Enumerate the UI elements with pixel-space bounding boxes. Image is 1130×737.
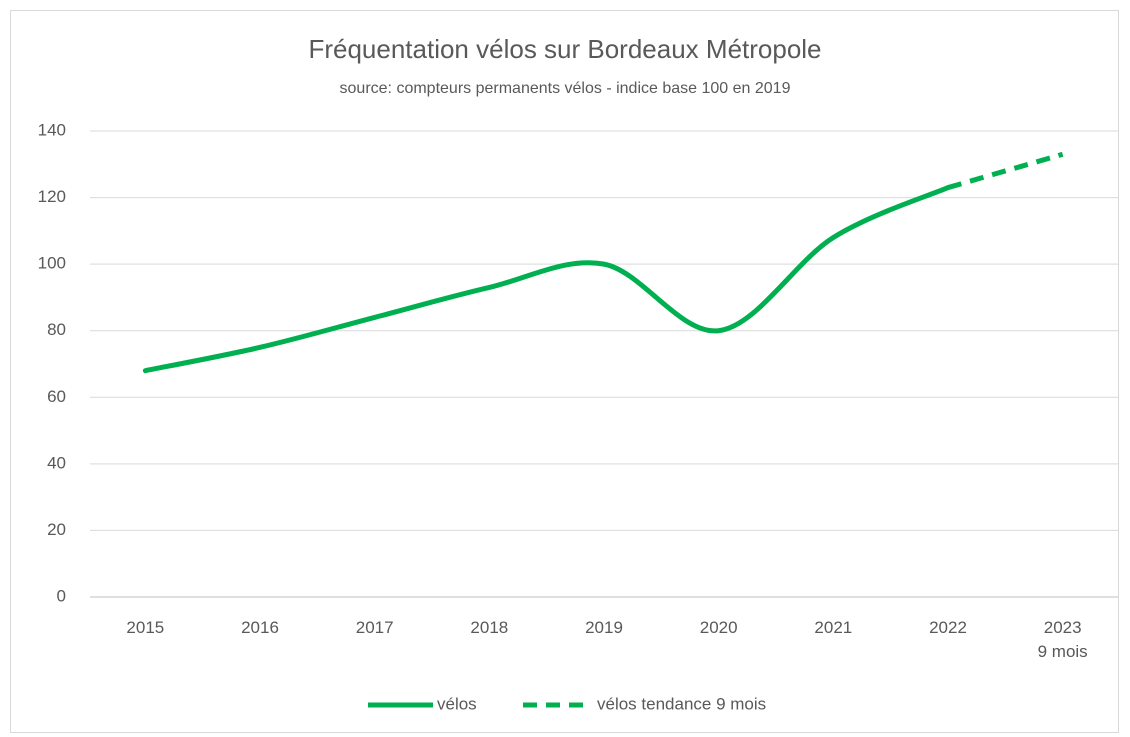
- chart-title: Fréquentation vélos sur Bordeaux Métropo…: [308, 34, 821, 64]
- x-tick-label: 2015: [126, 618, 165, 637]
- x-tick-label: 2019: [585, 618, 623, 637]
- y-tick-label: 140: [38, 120, 66, 139]
- legend-label: vélos: [437, 694, 477, 713]
- line-series: [947, 151, 1064, 190]
- y-tick-label: 120: [38, 187, 66, 206]
- y-tick-label: 80: [47, 320, 66, 339]
- x-tick-label: 2017: [355, 618, 394, 637]
- line-series: [142, 185, 951, 374]
- y-tick-label: 100: [38, 254, 66, 273]
- y-tick-label: 0: [57, 586, 66, 605]
- y-tick-label: 60: [47, 387, 66, 406]
- y-tick-label: 20: [47, 520, 66, 539]
- x-tick-label: 2021: [814, 618, 853, 637]
- chart-subtitle: source: compteurs permanents vélos - ind…: [340, 80, 791, 97]
- x-tick-label: 2022: [929, 618, 967, 637]
- y-tick-label: 40: [47, 453, 66, 472]
- x-tick-label: 2016: [241, 618, 279, 637]
- x-tick-label: 2023 9 mois: [1037, 618, 1088, 661]
- legend-label: vélos tendance 9 mois: [597, 694, 766, 713]
- x-tick-label: 2020: [699, 618, 738, 637]
- x-tick-label: 2018: [470, 618, 509, 637]
